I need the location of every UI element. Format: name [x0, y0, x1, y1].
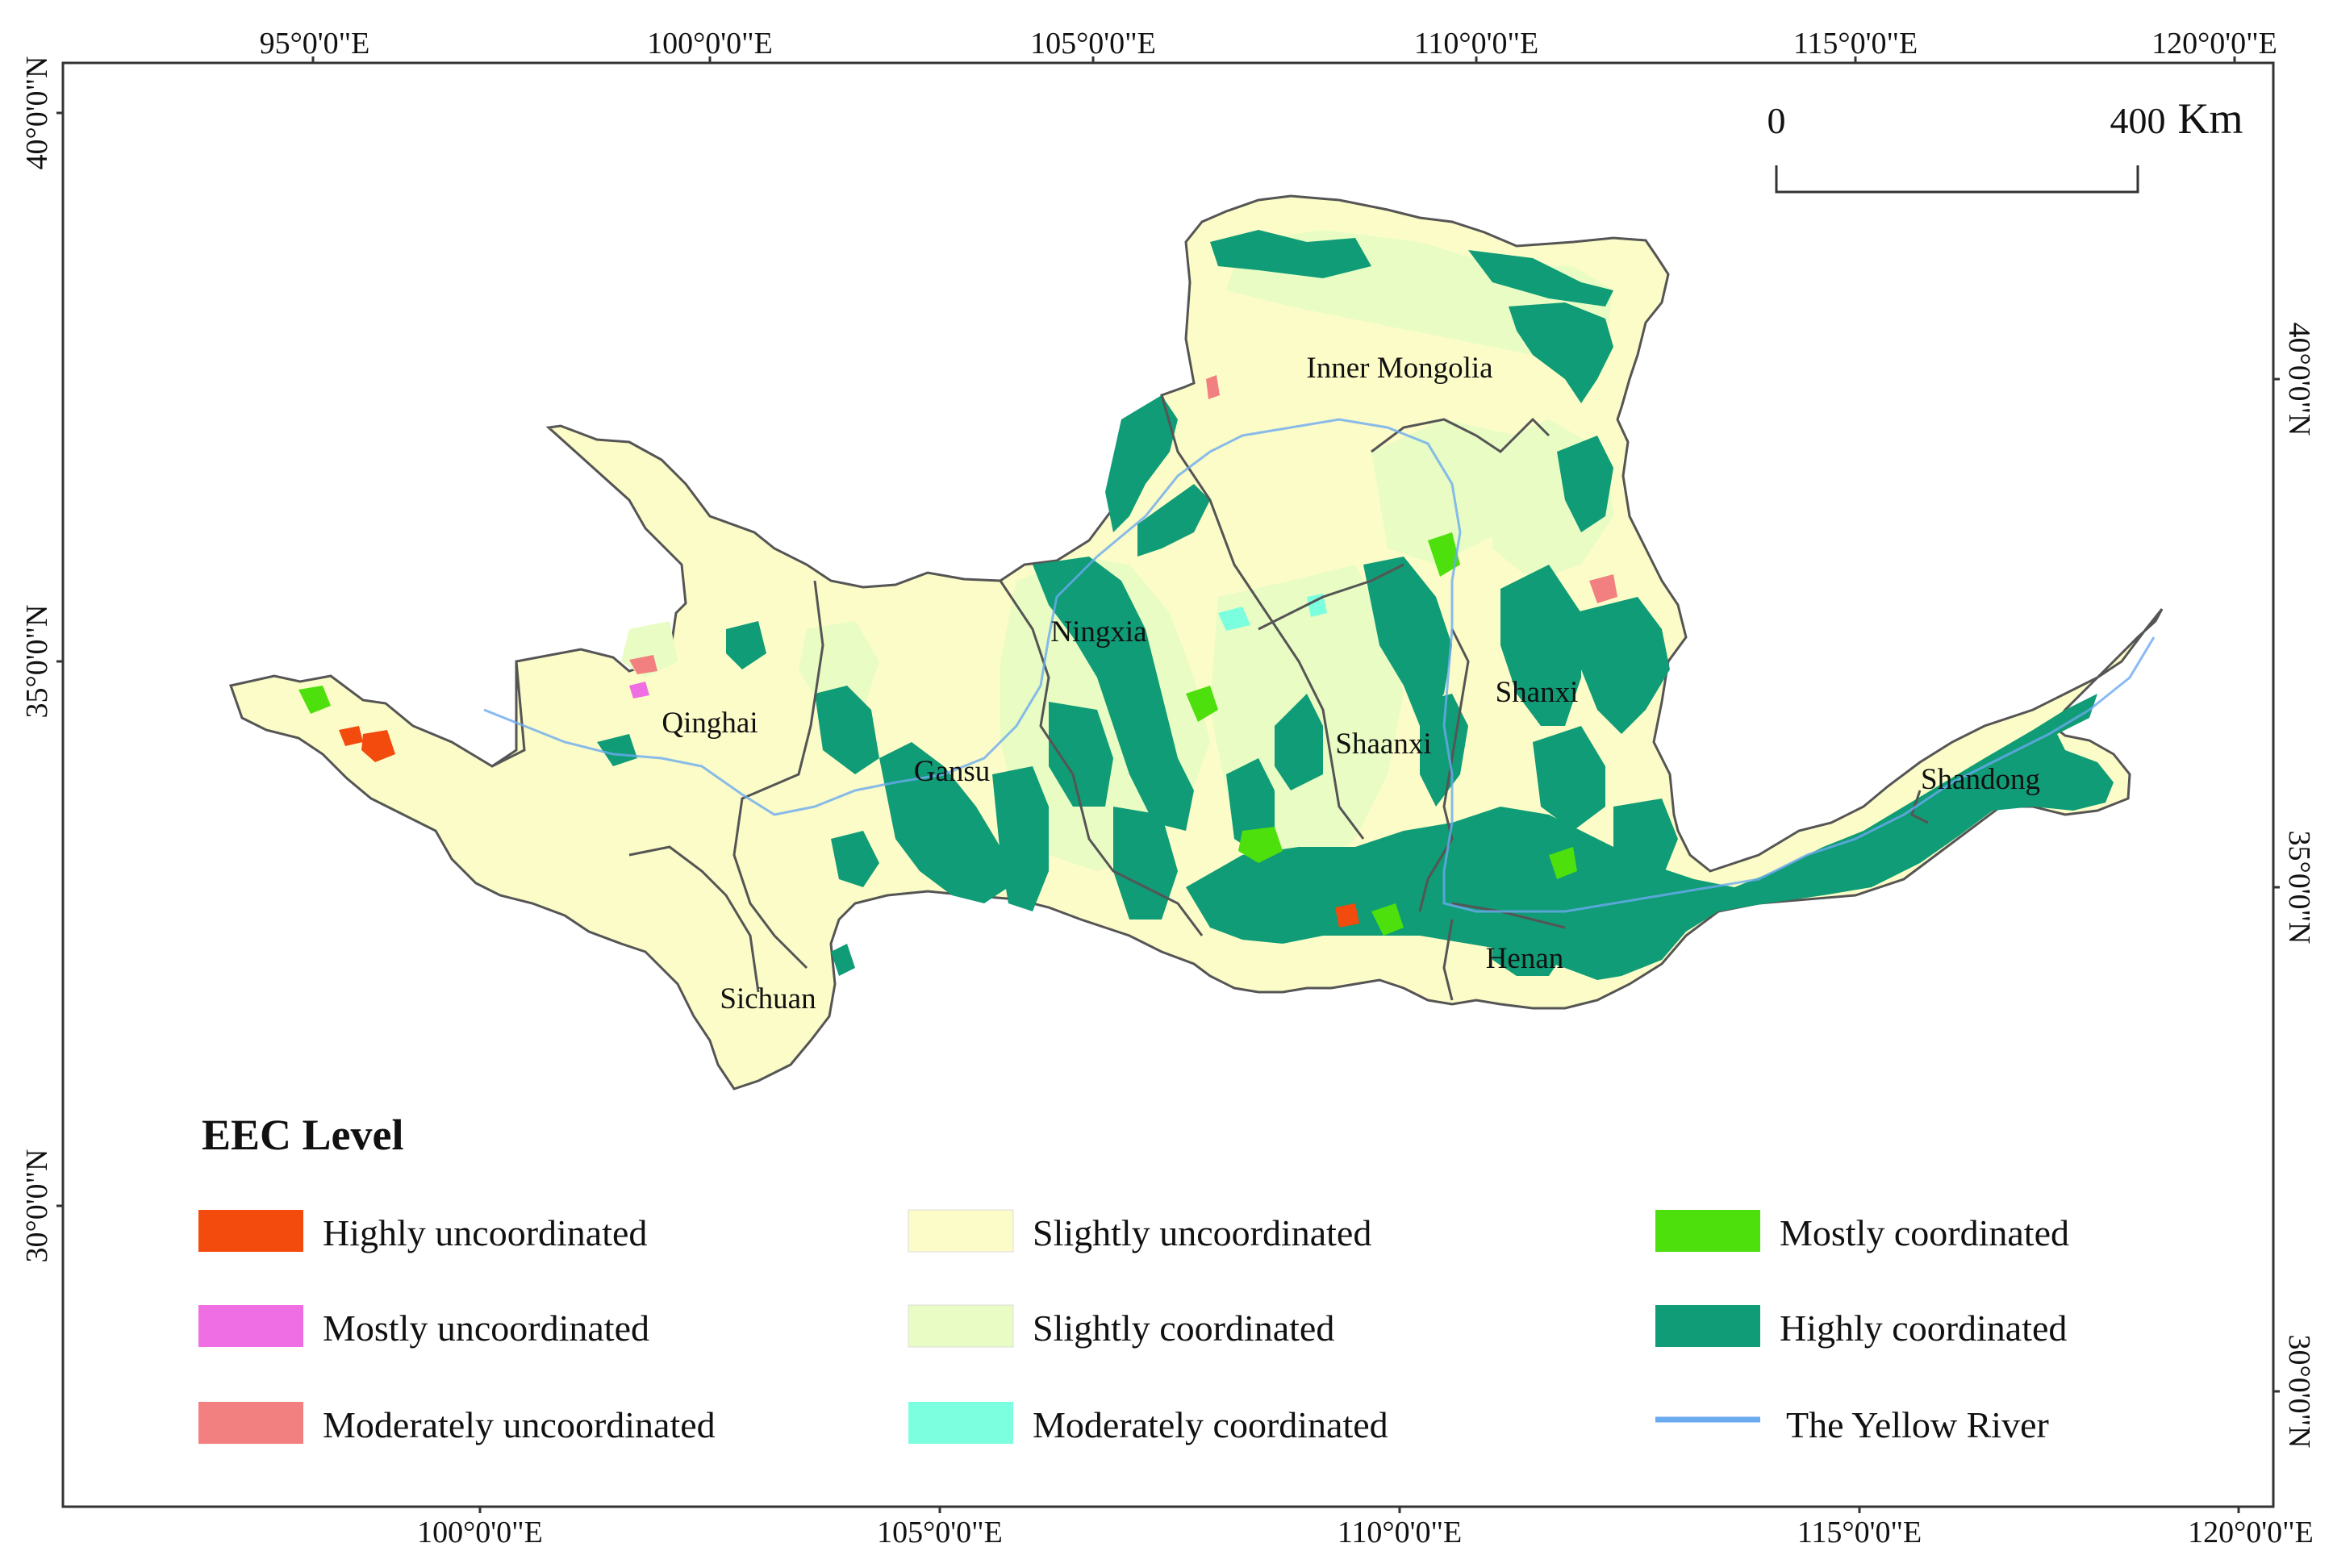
yellow-river-basin: [229, 194, 2164, 1091]
legend-label: Slightly uncoordinated: [1033, 1212, 1371, 1253]
lat-label-left: 40°0'0"N: [20, 56, 54, 170]
legend-swatch-moderately-uncoordinated: [198, 1402, 303, 1444]
scale-bar: 0 400 Km: [1767, 94, 2243, 194]
lon-label-bottom: 120°0'0"E: [2188, 1516, 2314, 1549]
bottom-longitude-labels: 100°0'0"E 105°0'0"E 110°0'0"E 115°0'0"E …: [417, 1516, 2314, 1549]
region-label-ningxia: Ningxia: [1050, 615, 1146, 648]
lat-label-right: 30°0'0"N: [2282, 1335, 2316, 1449]
legend-swatch-highly-uncoordinated: [198, 1210, 303, 1252]
legend-label: Highly uncoordinated: [323, 1212, 647, 1253]
legend-label: Mostly uncoordinated: [323, 1307, 649, 1349]
legend-title: EEC Level: [202, 1111, 404, 1159]
basin-polygon: [229, 194, 2164, 1091]
legend-label: Mostly coordinated: [1780, 1212, 2069, 1253]
lon-label-top: 100°0'0"E: [647, 27, 773, 60]
lon-label-bottom: 110°0'0"E: [1338, 1516, 1462, 1549]
province-boundaries: [491, 394, 1929, 1001]
region-labels: Inner Mongolia Ningxia Qinghai Gansu Sha…: [662, 352, 2040, 1015]
legend-swatch-slightly-uncoordinated: [908, 1209, 1014, 1253]
legend-swatch-highly-coordinated: [1655, 1305, 1760, 1347]
left-latitude-labels: 40°0'0"N 35°0'0"N 30°0'0"N: [20, 56, 54, 1263]
lon-label-top: 95°0'0"E: [260, 27, 370, 60]
region-label-qinghai: Qinghai: [662, 707, 757, 740]
moderately-coordinated-areas: [1218, 594, 1327, 631]
legend-label: Moderately coordinated: [1033, 1404, 1388, 1445]
graticule-ticks: [56, 56, 2280, 1513]
region-label-shanxi: Shanxi: [1496, 676, 1579, 709]
scale-end-label: 400: [2110, 100, 2166, 141]
right-latitude-labels: 40°0'0"N 35°0'0"N 30°0'0"N: [2282, 323, 2316, 1449]
highly-coordinated-areas: [597, 230, 2114, 980]
yellow-river-line: [483, 418, 2156, 913]
legend-label: Moderately uncoordinated: [323, 1404, 716, 1445]
mostly-coordinated-areas: [298, 532, 1577, 936]
uncoordinated-areas: [339, 375, 1617, 928]
region-label-shaanxi: Shaanxi: [1335, 728, 1431, 761]
lat-label-right: 35°0'0"N: [2282, 831, 2316, 945]
lat-label-right: 40°0'0"N: [2282, 323, 2316, 436]
region-label-sichuan: Sichuan: [720, 982, 816, 1015]
region-label-inner-mongolia: Inner Mongolia: [1306, 352, 1492, 385]
lon-label-top: 110°0'0"E: [1414, 27, 1538, 60]
legend-label: The Yellow River: [1786, 1404, 2049, 1445]
legend-swatch-slightly-coordinated: [908, 1304, 1014, 1348]
scale-unit-label: Km: [2178, 94, 2243, 143]
region-label-shandong: Shandong: [1921, 763, 2040, 796]
legend-swatch-moderately-coordinated: [908, 1402, 1013, 1444]
legend-swatch-mostly-uncoordinated: [198, 1305, 303, 1347]
scale-start-label: 0: [1767, 100, 1786, 141]
lon-label-bottom: 100°0'0"E: [417, 1516, 543, 1549]
legend: EEC Level Highly uncoordinated Mostly un…: [198, 1111, 2069, 1445]
region-label-henan: Henan: [1486, 942, 1564, 975]
legend-label: Slightly coordinated: [1033, 1307, 1334, 1349]
region-label-gansu: Gansu: [914, 755, 991, 788]
legend-swatch-mostly-coordinated: [1655, 1210, 1760, 1252]
legend-label: Highly coordinated: [1780, 1307, 2067, 1349]
lat-label-left: 35°0'0"N: [20, 605, 54, 719]
lon-label-top: 115°0'0"E: [1793, 27, 1918, 60]
lon-label-bottom: 115°0'0"E: [1797, 1516, 1922, 1549]
top-longitude-labels: 95°0'0"E 100°0'0"E 105°0'0"E 110°0'0"E 1…: [260, 27, 2277, 60]
lon-label-top: 120°0'0"E: [2151, 27, 2277, 60]
lat-label-left: 30°0'0"N: [20, 1149, 54, 1263]
lon-label-top: 105°0'0"E: [1030, 27, 1156, 60]
lon-label-bottom: 105°0'0"E: [877, 1516, 1003, 1549]
